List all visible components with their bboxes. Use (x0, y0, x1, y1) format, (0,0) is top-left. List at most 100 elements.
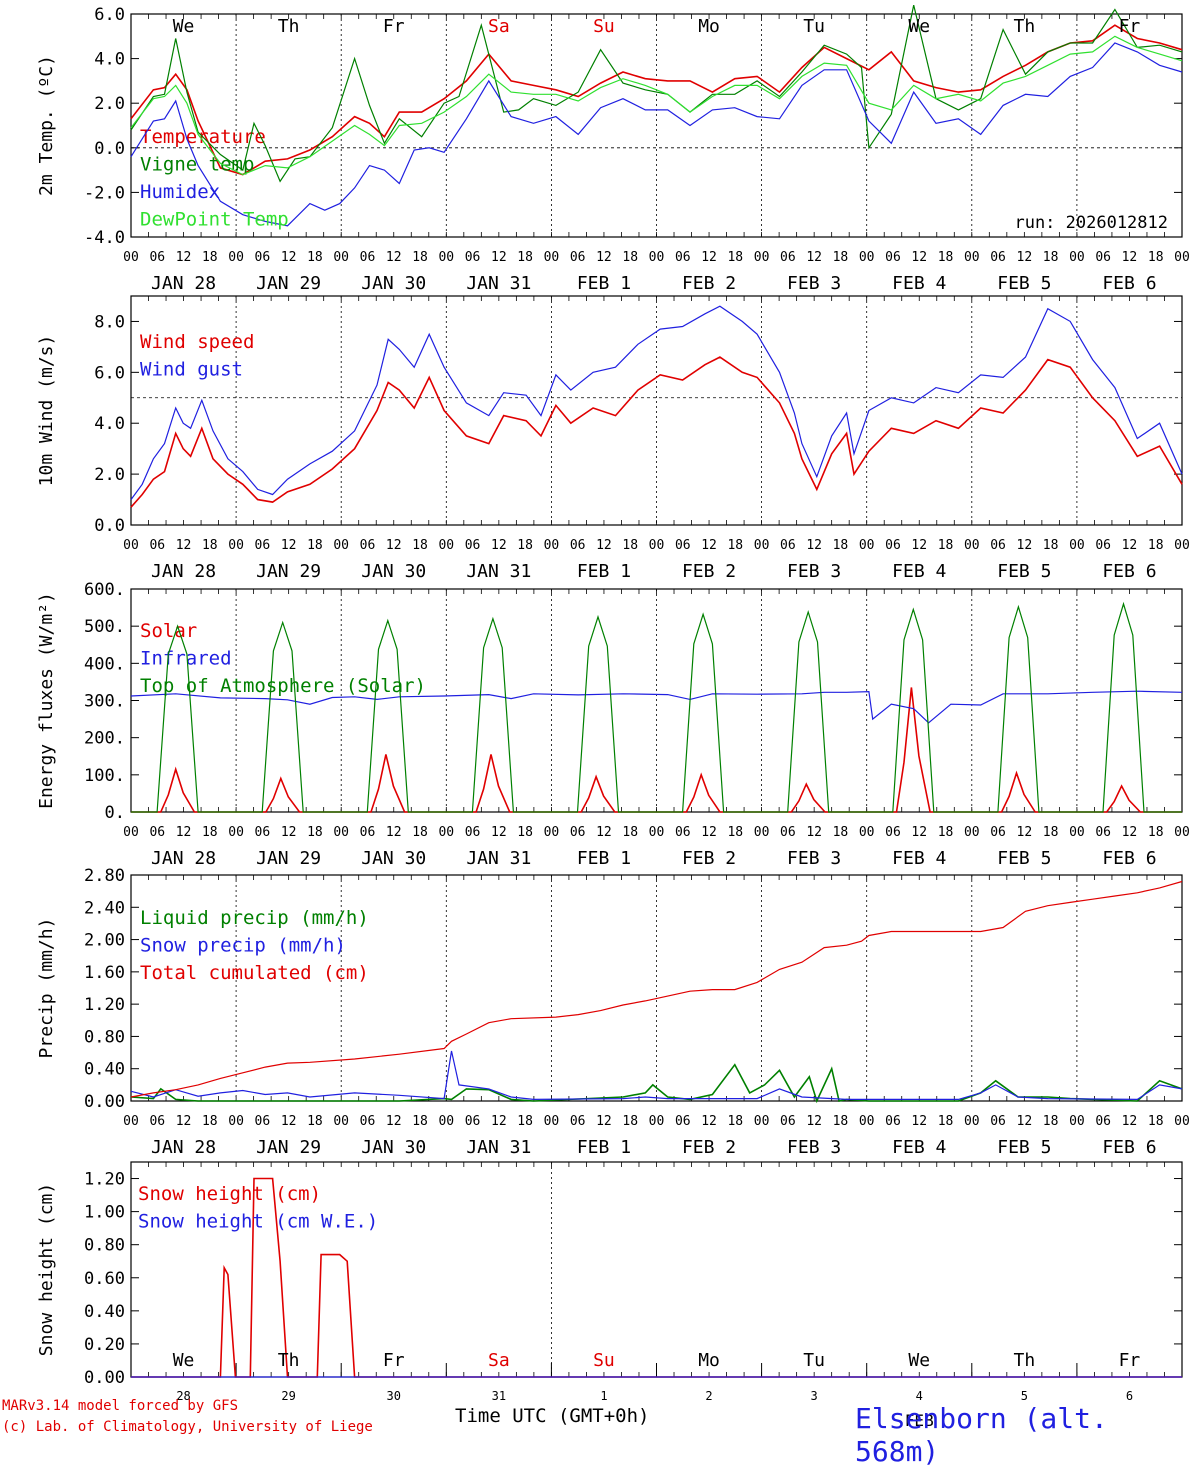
hour-label: 06 (675, 825, 691, 840)
hour-label: 18 (517, 1114, 533, 1129)
hour-label: 00 (544, 825, 560, 840)
date-label: FEB 1 (577, 1137, 631, 1158)
y-tick-label: 0.80 (84, 1236, 125, 1256)
hour-label: 06 (255, 1114, 271, 1129)
date-label: FEB 2 (682, 848, 736, 869)
hour-label: 12 (176, 538, 192, 553)
hour-label: 06 (149, 825, 165, 840)
hour-label: 12 (491, 1114, 507, 1129)
month-label: FEB (905, 1411, 934, 1430)
weekday-label: Th (278, 16, 300, 37)
hour-label: 06 (990, 825, 1006, 840)
plot-frame-1 (130, 295, 1183, 526)
hour-label: 00 (859, 250, 875, 265)
weekday-label-bottom: Mo (698, 1350, 720, 1371)
y-axis-label: Energy fluxes (W/m²) (36, 592, 57, 809)
y-tick-label: 0.20 (84, 1335, 125, 1355)
series-line-wind-gust (130, 305, 1183, 500)
hour-label: 12 (911, 1114, 927, 1129)
date-label: JAN 28 (151, 848, 216, 869)
day-number-label: 5 (1021, 1389, 1028, 1403)
y-tick-label: 0.60 (84, 1269, 125, 1289)
hour-label: 06 (465, 825, 481, 840)
hour-label: 00 (438, 825, 454, 840)
hour-label: 18 (622, 250, 638, 265)
hour-label: 18 (938, 825, 954, 840)
hour-label: 06 (570, 1114, 586, 1129)
date-label: FEB 5 (997, 561, 1051, 582)
y-tick-label: 0.0 (94, 139, 125, 159)
y-tick-label: 6.0 (94, 5, 125, 25)
hour-label: 00 (438, 250, 454, 265)
weekday-label-bottom: Su (593, 1350, 615, 1371)
hour-label: 12 (911, 825, 927, 840)
hour-label: 06 (149, 1114, 165, 1129)
day-number-label: 30 (387, 1389, 401, 1403)
hour-label: 12 (701, 1114, 717, 1129)
hour-label: 06 (1095, 825, 1111, 840)
date-label: FEB 1 (577, 273, 631, 294)
hour-label: 12 (806, 538, 822, 553)
hour-label: 18 (622, 1114, 638, 1129)
weekday-label: We (173, 16, 195, 37)
date-label: FEB 6 (1102, 273, 1156, 294)
hour-label: 00 (649, 250, 665, 265)
y-tick-label: 1.00 (84, 1203, 125, 1223)
hour-label: 00 (964, 538, 980, 553)
hour-label: 18 (727, 250, 743, 265)
hour-label: 18 (307, 825, 323, 840)
hour-label: 00 (1174, 1114, 1190, 1129)
hour-label: 12 (1017, 1114, 1033, 1129)
y-axis-label: Snow height (cm) (36, 1183, 57, 1356)
hour-label: 12 (911, 250, 927, 265)
hour-label: 12 (1017, 250, 1033, 265)
hour-label: 06 (465, 538, 481, 553)
hour-label: 18 (938, 1114, 954, 1129)
hour-label: 12 (386, 250, 402, 265)
series-line-dewpoint-temp (130, 35, 1183, 176)
y-tick-label: 0. (105, 803, 125, 823)
hour-label: 06 (885, 1114, 901, 1129)
hour-label: 12 (1122, 1114, 1138, 1129)
date-label: FEB 3 (787, 848, 841, 869)
hour-label: 00 (544, 250, 560, 265)
y-tick-label: 1.60 (84, 963, 125, 983)
hour-label: 18 (833, 825, 849, 840)
hour-label: 00 (333, 1114, 349, 1129)
hour-label: 06 (360, 538, 376, 553)
y-tick-label: -2.0 (84, 183, 125, 203)
hour-label: 12 (1122, 250, 1138, 265)
series-line-humidex (130, 42, 1183, 227)
hour-label: 00 (754, 538, 770, 553)
legend-entry: Snow height (cm) (138, 1183, 321, 1205)
hour-label: 18 (517, 250, 533, 265)
hour-label: 18 (727, 538, 743, 553)
weekday-label: Fr (383, 16, 405, 37)
hour-label: 18 (1148, 538, 1164, 553)
y-tick-label: 8.0 (94, 312, 125, 332)
date-label: JAN 31 (466, 848, 531, 869)
hour-label: 18 (412, 1114, 428, 1129)
date-label: JAN 30 (361, 848, 426, 869)
series-line-total-cumulated-cm- (130, 880, 1183, 1098)
hour-label: 00 (1069, 250, 1085, 265)
weekday-label-bottom: We (908, 1350, 930, 1371)
hour-label: 00 (123, 250, 139, 265)
hour-label: 00 (1069, 1114, 1085, 1129)
hour-label: 12 (176, 1114, 192, 1129)
hour-label: 06 (885, 825, 901, 840)
date-label: JAN 30 (361, 273, 426, 294)
hour-label: 18 (202, 1114, 218, 1129)
hour-label: 00 (544, 1114, 560, 1129)
date-label: JAN 31 (466, 273, 531, 294)
y-tick-label: 0.00 (84, 1368, 125, 1388)
y-tick-label: 200. (84, 729, 125, 749)
hour-label: 00 (1174, 538, 1190, 553)
hour-label: 06 (675, 250, 691, 265)
date-label: JAN 29 (256, 1137, 321, 1158)
y-tick-label: 2.00 (84, 931, 125, 951)
hour-label: 12 (806, 250, 822, 265)
hour-label: 18 (1043, 250, 1059, 265)
date-label: JAN 31 (466, 561, 531, 582)
legend-entry: Wind speed (140, 331, 254, 353)
